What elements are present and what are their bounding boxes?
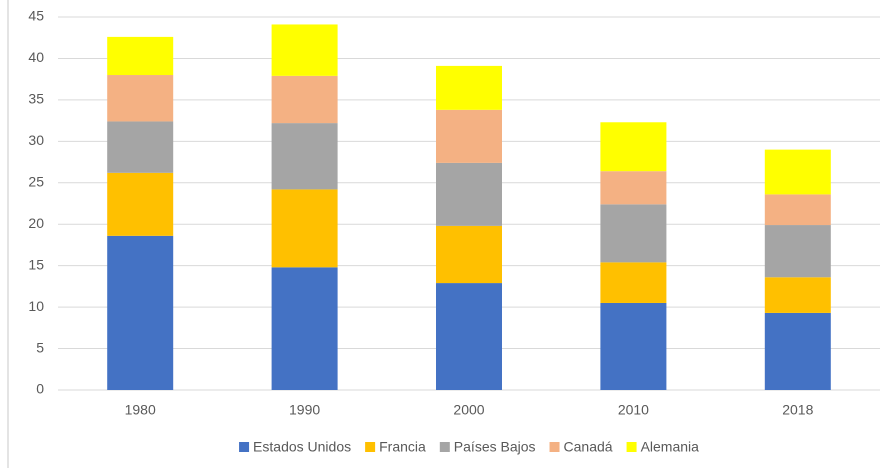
bar-segment bbox=[271, 189, 338, 268]
x-tick-label: 2000 bbox=[453, 402, 484, 418]
y-tick-label: 5 bbox=[36, 339, 44, 355]
bar-segment bbox=[600, 302, 667, 390]
bar-segment bbox=[271, 24, 338, 76]
legend-swatch bbox=[549, 442, 560, 452]
bar-segment bbox=[600, 262, 667, 303]
bar-segment bbox=[107, 121, 174, 173]
bar-segment bbox=[436, 109, 502, 163]
y-tick-label: 20 bbox=[28, 215, 44, 231]
y-tick-label: 15 bbox=[28, 256, 44, 272]
bar-segment bbox=[764, 277, 831, 313]
bar-segment bbox=[764, 149, 831, 195]
y-tick-label: 40 bbox=[28, 49, 44, 65]
bar-segment bbox=[600, 122, 667, 172]
y-tick-label: 30 bbox=[28, 132, 44, 148]
bar-segment bbox=[600, 204, 667, 263]
y-tick-label: 45 bbox=[28, 8, 44, 24]
bar-segment bbox=[436, 225, 502, 284]
legend-swatch bbox=[439, 442, 450, 452]
bar-segment bbox=[271, 123, 338, 190]
bar-segment bbox=[107, 36, 174, 76]
legend: Estados Unidos Francia Países Bajos Canadá A… bbox=[239, 439, 699, 455]
bar-segment bbox=[271, 75, 338, 124]
y-tick-label: 35 bbox=[28, 91, 44, 107]
legend-label: Países Bajos bbox=[454, 439, 536, 455]
bar-segment bbox=[436, 162, 502, 226]
legend-swatch bbox=[365, 442, 376, 452]
legend-label: Canadá bbox=[564, 439, 613, 455]
legend-label: Estados Unidos bbox=[253, 439, 351, 455]
bar-segment bbox=[107, 75, 174, 122]
bar-segment bbox=[107, 235, 174, 390]
x-tick-label: 1980 bbox=[125, 402, 156, 418]
legend-label: Francia bbox=[379, 439, 426, 455]
y-tick-label: 10 bbox=[28, 298, 44, 314]
bar-segment bbox=[436, 283, 502, 390]
bar-segment bbox=[600, 171, 667, 205]
bar-segment bbox=[271, 267, 338, 390]
x-tick-label: 2010 bbox=[618, 402, 649, 418]
legend-swatch bbox=[626, 442, 637, 452]
x-tick-label: 2018 bbox=[782, 402, 813, 418]
y-tick-label: 0 bbox=[36, 381, 44, 397]
bar-segment bbox=[107, 172, 174, 236]
bar-segment bbox=[764, 194, 831, 226]
y-tick-label: 25 bbox=[28, 173, 44, 189]
bar-segment bbox=[436, 65, 502, 110]
legend-label: Alemania bbox=[641, 439, 700, 455]
legend-swatch bbox=[239, 442, 250, 452]
bar-segment bbox=[764, 312, 831, 390]
bar-segment bbox=[764, 225, 831, 278]
x-tick-label: 1990 bbox=[289, 402, 320, 418]
